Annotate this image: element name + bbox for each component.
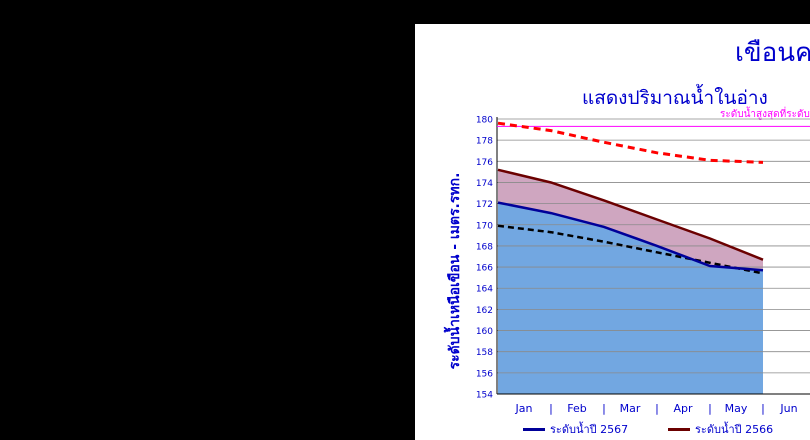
area-2567 xyxy=(498,202,763,394)
x-tick-separator: | xyxy=(602,402,606,415)
y-tick-172: 172 xyxy=(476,200,493,210)
y-tick-166: 166 xyxy=(476,264,493,274)
x-tick-separator: | xyxy=(708,402,712,415)
y-tick-162: 162 xyxy=(476,306,493,316)
x-tick-feb: Feb xyxy=(567,402,586,415)
chart-title: เขือนค xyxy=(735,38,810,68)
y-tick-168: 168 xyxy=(476,242,493,252)
chart-canvas: 180 178 176 174 172 170 168 166 164 162 160 158 156 1… xyxy=(476,116,810,415)
y-tick-176: 176 xyxy=(476,158,493,168)
x-tick-jun: Jun xyxy=(779,402,797,415)
y-tick-158: 158 xyxy=(476,348,493,358)
line-2567 xyxy=(497,201,764,272)
x-tick-separator: | xyxy=(655,402,659,415)
line-black-dashed xyxy=(497,224,764,275)
area-2566 xyxy=(498,169,763,271)
legend-item-2567: ระดับน้ำปี 2567 xyxy=(523,420,628,438)
legend-swatch-2567 xyxy=(523,427,545,431)
x-tick-separator: | xyxy=(761,402,765,415)
y-tick-174: 174 xyxy=(476,179,493,189)
reference-line-label: ระดับน้ำสูงสุดที่ระดับ xyxy=(720,109,810,120)
y-tick-170: 170 xyxy=(476,221,493,231)
y-tick-180: 180 xyxy=(476,116,493,126)
y-tick-154: 154 xyxy=(476,391,493,401)
legend-label-2567: ระดับน้ำปี 2567 xyxy=(550,423,629,436)
y-tick-164: 164 xyxy=(476,285,493,295)
chart-subtitle: แสดงปริมาณน้ำในอ่าง xyxy=(582,87,768,109)
y-tick-156: 156 xyxy=(476,369,493,379)
chart-panel: เขือนค แสดงปริมาณน้ำในอ่าง ระดับน้ำสูงสุ… xyxy=(415,24,810,440)
legend-item-2566: ระดับน้ำปี 2566 xyxy=(668,420,773,438)
line-2566 xyxy=(497,168,764,261)
y-tick-160: 160 xyxy=(476,327,493,337)
x-tick-mar: Mar xyxy=(620,402,641,415)
x-tick-jan: Jan xyxy=(515,402,533,415)
x-tick-may: May xyxy=(725,402,748,415)
x-tick-apr: Apr xyxy=(673,402,693,415)
legend-label-2566: ระดับน้ำปี 2566 xyxy=(695,423,774,436)
x-tick-separator: | xyxy=(549,402,553,415)
line-red-dashed xyxy=(497,121,764,164)
legend-swatch-2566 xyxy=(668,427,690,431)
y-tick-178: 178 xyxy=(476,137,493,147)
